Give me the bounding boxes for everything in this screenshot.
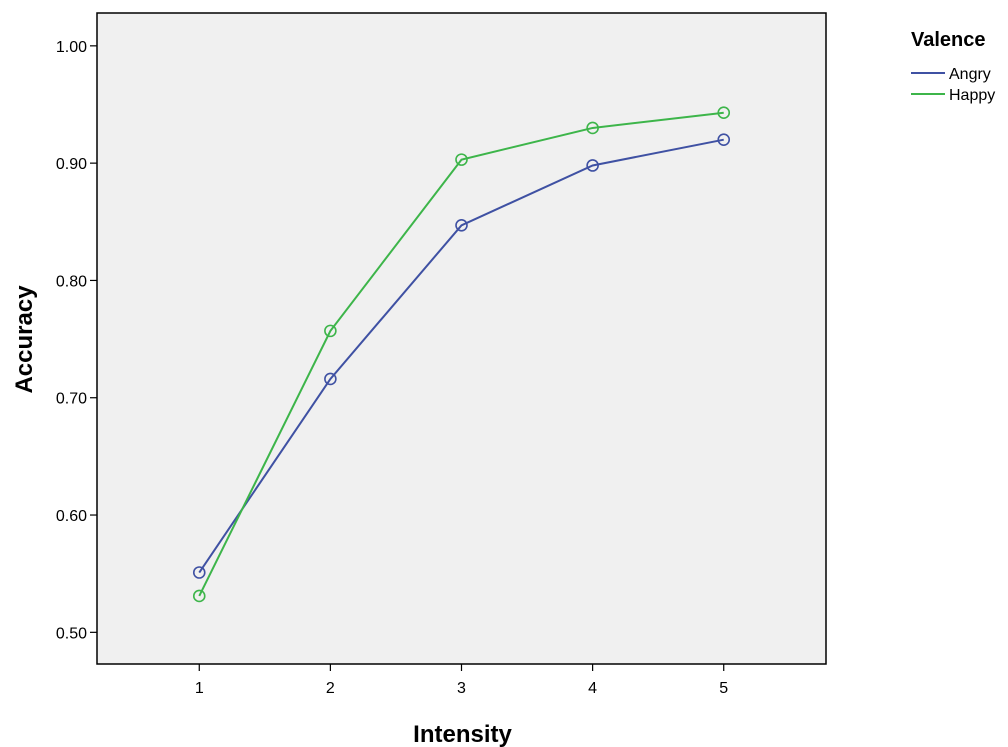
data-point-happy — [586, 121, 599, 135]
series-happy — [192, 106, 731, 603]
y-axis: 0.50 0.60 0.70 0.80 0.90 1.00 — [56, 39, 97, 642]
y-axis-title: Accuracy — [11, 285, 38, 394]
series-angry — [192, 133, 731, 579]
x-axis-title: Intensity — [413, 721, 512, 747]
plot-area — [96, 12, 827, 665]
x-tick-label: 4 — [588, 680, 597, 697]
data-point-happy — [192, 589, 206, 603]
y-tick-label: 0.90 — [56, 156, 87, 173]
data-point-angry — [324, 372, 337, 386]
legend-title: Valence — [911, 29, 986, 51]
legend: Valence Angry Happy — [911, 29, 995, 104]
y-tick-label: 0.70 — [56, 391, 87, 408]
y-tick-label: 1.00 — [56, 39, 87, 56]
x-tick-label: 5 — [719, 680, 728, 697]
x-tick-label: 2 — [326, 680, 335, 697]
data-point-angry — [192, 566, 206, 579]
data-point-angry — [717, 133, 731, 146]
data-point-happy — [717, 106, 731, 120]
series-layer — [192, 106, 731, 603]
data-point-angry — [455, 219, 468, 232]
series-line-angry — [198, 138, 724, 574]
y-tick-label: 0.80 — [56, 273, 87, 290]
y-tick-label: 0.50 — [56, 625, 87, 642]
y-tick-label: 0.60 — [56, 508, 87, 525]
x-tick-label: 1 — [195, 680, 204, 697]
x-axis: 1 2 3 4 5 — [195, 664, 728, 697]
data-point-angry — [586, 159, 599, 172]
legend-label-angry: Angry — [949, 66, 991, 83]
legend-label-happy: Happy — [949, 87, 995, 104]
data-point-happy — [455, 153, 468, 166]
x-tick-label: 3 — [457, 680, 466, 697]
series-line-happy — [198, 111, 724, 597]
data-point-happy — [324, 324, 337, 338]
